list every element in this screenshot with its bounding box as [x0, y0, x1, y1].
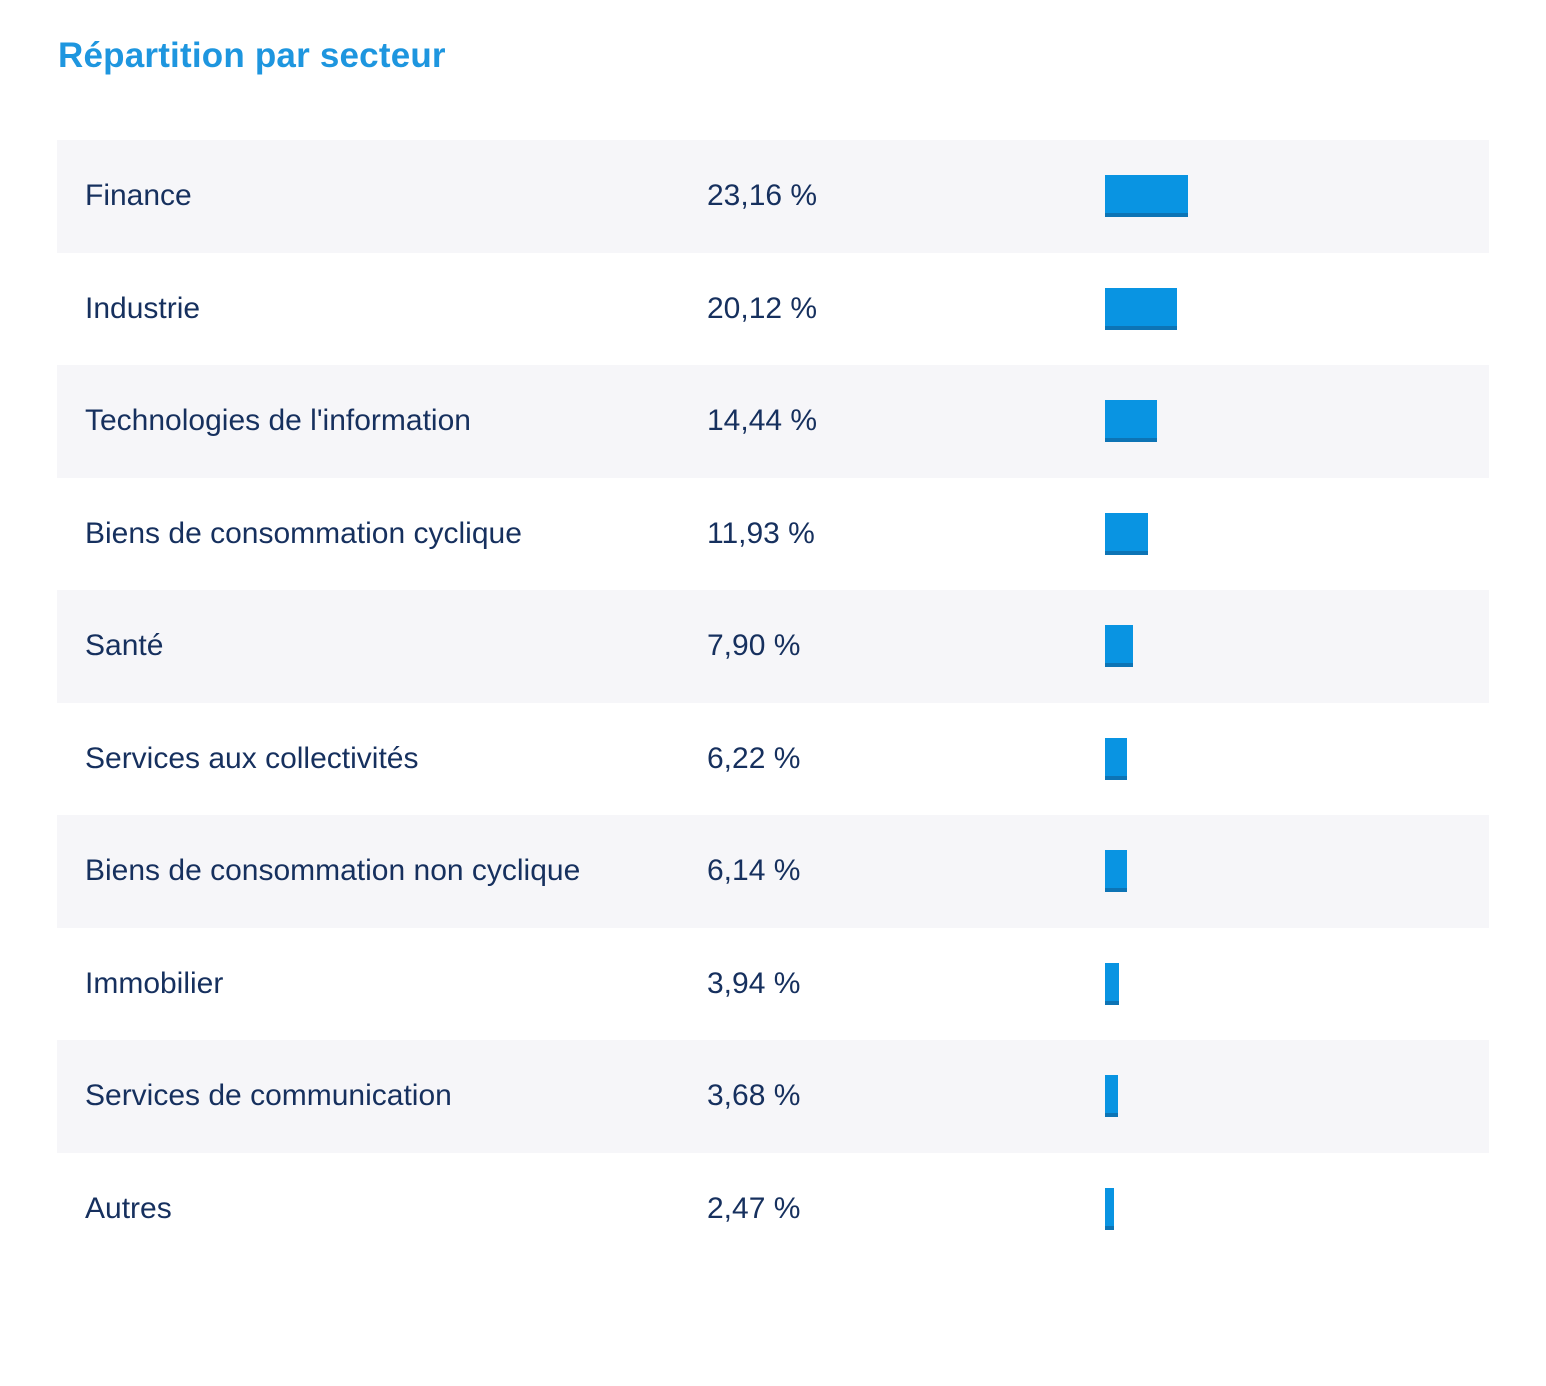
sector-bar: [1105, 512, 1148, 555]
sector-label: Services aux collectivités: [85, 741, 419, 775]
sector-bar: [1105, 850, 1127, 893]
sector-bar-track: [1105, 175, 1489, 218]
sector-label: Services de communication: [85, 1079, 452, 1113]
sector-row: Immobilier 3,94 %: [57, 928, 1489, 1041]
sector-bar-track: [1105, 287, 1489, 330]
sector-bar: [1105, 625, 1134, 668]
chart-title: Répartition par secteur: [58, 36, 446, 75]
sector-row: Biens de consommation non cyclique 6,14 …: [57, 815, 1489, 928]
sector-row: Biens de consommation cyclique 11,93 %: [57, 478, 1489, 591]
sector-value: 2,47 %: [707, 1191, 801, 1225]
sector-row: Santé 7,90 %: [57, 590, 1489, 703]
sector-value: 23,16 %: [707, 179, 818, 213]
sector-row: Services de communication 3,68 %: [57, 1040, 1489, 1153]
sector-label: Technologies de l'information: [85, 404, 471, 438]
sector-value: 11,93 %: [707, 516, 815, 550]
sector-bar: [1105, 737, 1128, 780]
sector-row: Services aux collectivités 6,22 %: [57, 703, 1489, 816]
sector-bar: [1105, 287, 1178, 330]
sector-value: 14,44 %: [707, 404, 818, 438]
sector-bar: [1105, 962, 1120, 1005]
sector-label: Immobilier: [85, 966, 224, 1000]
sector-bar-track: [1105, 850, 1489, 893]
sector-row: Industrie 20,12 %: [57, 253, 1489, 366]
sector-table: Finance 23,16 % Industrie 20,12 % Techno…: [57, 140, 1489, 1265]
sector-bar-track: [1105, 625, 1489, 668]
sector-label: Industrie: [85, 291, 201, 325]
sector-bar-track: [1105, 512, 1489, 555]
sector-label: Biens de consommation cyclique: [85, 516, 522, 550]
sector-label: Santé: [85, 629, 164, 663]
sector-row: Autres 2,47 %: [57, 1153, 1489, 1266]
sector-bar-track: [1105, 962, 1489, 1005]
sector-bar-track: [1105, 737, 1489, 780]
sector-row: Finance 23,16 %: [57, 140, 1489, 253]
sector-bar-track: [1105, 1187, 1489, 1230]
sector-bar-track: [1105, 400, 1489, 443]
sector-bar: [1105, 1075, 1119, 1118]
sector-label: Autres: [85, 1191, 172, 1225]
sector-bar-track: [1105, 1075, 1489, 1118]
sector-value: 20,12 %: [707, 291, 818, 325]
sector-bar: [1105, 175, 1189, 218]
sector-label: Finance: [85, 179, 192, 213]
sector-value: 6,22 %: [707, 741, 801, 775]
sector-value: 7,90 %: [707, 629, 801, 663]
sector-label: Biens de consommation non cyclique: [85, 854, 581, 888]
sector-bar: [1105, 400, 1157, 443]
sector-value: 3,68 %: [707, 1079, 801, 1113]
sector-value: 6,14 %: [707, 854, 801, 888]
sector-bar: [1105, 1187, 1114, 1230]
sector-value: 3,94 %: [707, 966, 801, 1000]
sector-row: Technologies de l'information 14,44 %: [57, 365, 1489, 478]
